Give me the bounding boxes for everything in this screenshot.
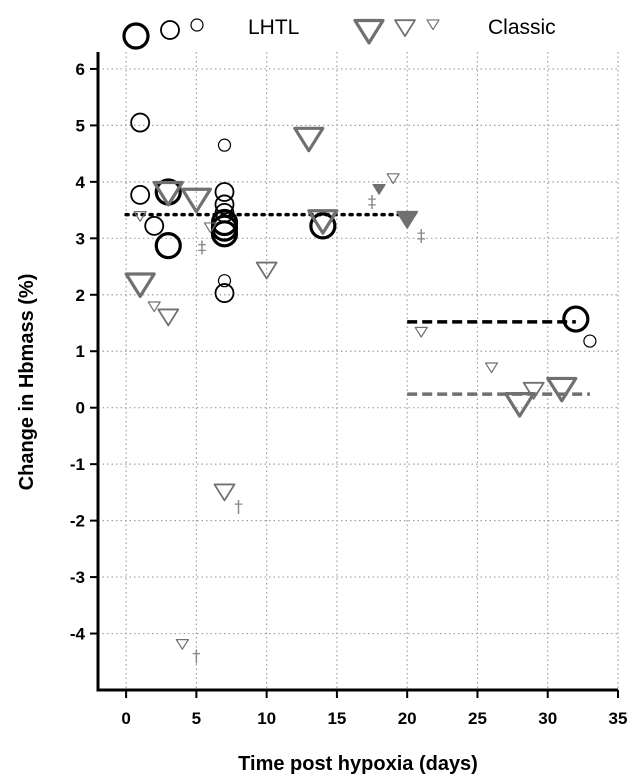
classic-point [293, 126, 325, 153]
classic-point [307, 209, 339, 235]
lhtl-point [583, 334, 597, 348]
axes [96, 52, 618, 692]
classic-point [255, 261, 278, 280]
lhtl-point [130, 184, 151, 205]
y-axis-title: Change in Hbmass (%) [16, 274, 38, 491]
x-tick-label: 25 [468, 709, 487, 728]
lhtl-point [214, 194, 235, 215]
legend-triangle-medium [394, 19, 416, 38]
reference-lines [124, 212, 590, 396]
lhtl-point [217, 274, 232, 288]
y-tick-label: -3 [70, 568, 85, 587]
lhtl-point [562, 305, 590, 333]
lhtl-point [210, 220, 239, 248]
y-tick-label: 5 [76, 116, 85, 135]
y-tick-label: -4 [70, 625, 86, 644]
y-tick-label: 1 [76, 342, 85, 361]
significance-marker: † [234, 498, 243, 518]
significance-marker: ‡ [417, 226, 426, 246]
lhtl-point [130, 112, 151, 133]
y-tick-label: 0 [76, 399, 85, 418]
legend-circle-small [190, 18, 204, 32]
classic-point [203, 222, 218, 234]
classic-point [147, 301, 161, 313]
lhtl-point [309, 212, 337, 240]
lhtl-point [144, 215, 165, 236]
legend: LHTL Classic [122, 16, 556, 50]
x-tick-label: 30 [538, 709, 557, 728]
x-tick-label: 15 [327, 709, 346, 728]
classic-point [504, 392, 536, 418]
x-tick-label: 20 [398, 709, 417, 728]
x-axis-title: Time post hypoxia (days) [238, 753, 478, 775]
classic-point [484, 362, 499, 374]
x-axis-ticks: 0 5 10 15 20 25 30 35 [121, 690, 627, 728]
lhtl-point [217, 138, 232, 152]
legend-lhtl-markers [122, 18, 204, 50]
y-tick-label: -2 [70, 512, 85, 531]
legend-circle-medium [160, 20, 180, 40]
legend-triangle-small [426, 19, 440, 31]
x-tick-label: 35 [609, 709, 628, 728]
y-tick-label: 2 [76, 286, 85, 305]
classic-point [372, 183, 386, 195]
y-tick-label: 6 [76, 60, 85, 79]
classic-point [546, 376, 578, 403]
legend-label-lhtl: LHTL [248, 16, 299, 39]
classic-point [124, 272, 156, 298]
lhtl-point [214, 283, 235, 303]
y-tick-label: 4 [76, 173, 86, 192]
significance-marker: ‡ [368, 193, 377, 213]
y-tick-label: 3 [76, 229, 85, 248]
classic-point [152, 180, 184, 207]
legend-triangle-large [353, 18, 385, 45]
x-tick-label: 10 [257, 709, 276, 728]
significance-marker: † [192, 647, 201, 667]
data-points [124, 112, 597, 650]
lhtl-point [214, 182, 235, 202]
classic-point [180, 187, 212, 214]
classic-point [414, 326, 428, 338]
classic-point [213, 483, 236, 502]
legend-circle-large [122, 22, 150, 50]
classic-point [386, 173, 400, 185]
classic-point [133, 211, 147, 222]
x-tick-label: 0 [121, 709, 130, 728]
classic-point [175, 639, 189, 650]
y-axis-ticks: -4 -3 -2 -1 0 1 2 3 4 5 6 [70, 60, 98, 644]
significance-marker: ‡ [198, 238, 207, 258]
legend-label-classic: Classic [488, 16, 556, 39]
classic-point [396, 210, 419, 229]
classic-point [157, 308, 180, 327]
lhtl-point [154, 232, 182, 260]
classic-point [522, 381, 545, 400]
x-tick-label: 5 [192, 709, 201, 728]
y-tick-label: -1 [70, 455, 85, 474]
grid-lines [98, 52, 619, 690]
lhtl-point [210, 214, 239, 242]
legend-classic-markers [353, 18, 440, 45]
significance-markers: ‡ ‡ ‡ † † [192, 193, 426, 668]
